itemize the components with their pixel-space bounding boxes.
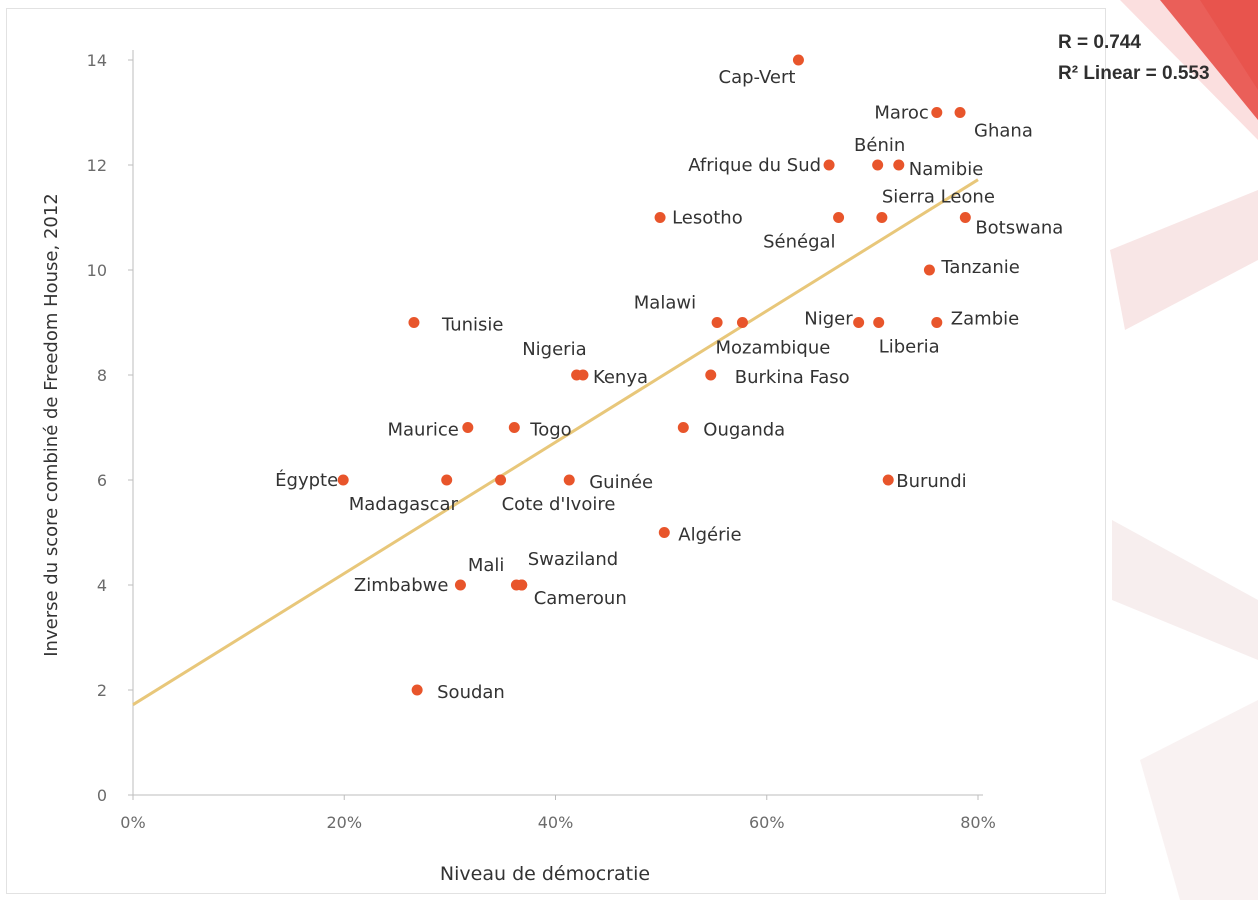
y-tick-label: 2: [97, 681, 107, 700]
point-label: Burkina Faso: [735, 367, 850, 388]
data-point: [823, 159, 835, 171]
data-point: [876, 212, 888, 223]
r-value: R = 0.744: [1058, 32, 1141, 53]
data-point: [677, 422, 689, 433]
x-tick-label: 40%: [538, 813, 574, 832]
y-tick-label: 12: [87, 156, 107, 175]
point-label: Tunisie: [441, 315, 504, 336]
point-label: Cote d'Ivoire: [502, 494, 616, 515]
data-point: [959, 212, 971, 223]
data-point: [792, 54, 804, 66]
data-point: [931, 317, 943, 328]
y-tick-label: 4: [97, 576, 107, 595]
point-label: Mali: [468, 555, 505, 576]
data-point: [658, 527, 670, 538]
data-point: [441, 474, 453, 486]
data-point: [923, 264, 935, 276]
x-tick-label: 0%: [120, 813, 145, 832]
point-label: Nigeria: [522, 339, 586, 360]
point-label: Sénégal: [763, 232, 835, 253]
data-point: [462, 422, 474, 433]
point-label: Tanzanie: [940, 257, 1019, 278]
data-point: [893, 159, 905, 171]
point-label: Namibie: [909, 159, 984, 180]
point-label: Zimbabwe: [354, 575, 449, 596]
y-axis-label: Inverse du score combiné de Freedom Hous…: [41, 193, 62, 657]
y-tick-label: 6: [97, 471, 107, 490]
y-tick-label: 8: [97, 366, 107, 385]
data-point: [408, 317, 420, 328]
point-label: Liberia: [879, 337, 940, 358]
data-point: [516, 579, 528, 591]
data-point: [873, 317, 885, 328]
chart-panel: [6, 8, 1106, 894]
point-label: Bénin: [854, 135, 905, 156]
y-tick-label: 0: [97, 786, 107, 805]
point-label: Algérie: [678, 525, 741, 546]
data-point: [882, 474, 894, 486]
y-tick-label: 14: [87, 51, 107, 70]
point-label: Malawi: [634, 293, 696, 314]
regression-line: [132, 178, 979, 706]
data-point: [337, 474, 349, 486]
point-label: Égypte: [275, 469, 338, 491]
point-label: Lesotho: [672, 208, 743, 229]
point-label: Togo: [529, 420, 571, 441]
r2-value: R² Linear = 0.553: [1058, 63, 1210, 84]
point-label: Mozambique: [715, 338, 830, 359]
data-point: [833, 212, 845, 223]
point-label: Cap-Vert: [719, 67, 796, 88]
point-label: Zambie: [951, 309, 1019, 330]
data-point: [563, 474, 575, 486]
point-label: Sierra Leone: [882, 187, 995, 208]
data-point: [508, 422, 520, 433]
x-tick-label: 80%: [960, 813, 996, 832]
point-label: Ouganda: [703, 420, 785, 441]
x-tick-label: 20%: [326, 813, 362, 832]
point-label: Kenya: [593, 367, 648, 388]
point-label: Maroc: [874, 103, 928, 124]
point-label: Madagascar: [349, 494, 459, 515]
point-label: Botswana: [975, 218, 1063, 239]
data-point: [872, 159, 884, 171]
data-point: [711, 317, 723, 328]
point-label: Maurice: [387, 420, 458, 441]
data-point: [495, 474, 507, 486]
point-label: Guinée: [589, 472, 653, 493]
point-label: Soudan: [437, 682, 505, 703]
y-tick-label: 10: [87, 261, 107, 280]
point-label: Burundi: [896, 471, 966, 492]
data-point: [705, 369, 717, 381]
data-point: [454, 579, 466, 591]
point-label: Cameroun: [534, 588, 627, 609]
data-point: [736, 317, 748, 328]
x-tick-label: 60%: [749, 813, 785, 832]
point-label: Afrique du Sud: [688, 155, 821, 176]
data-point: [654, 212, 666, 223]
data-point: [853, 317, 865, 328]
data-point: [931, 107, 943, 118]
point-label: Niger: [804, 309, 853, 330]
point-label: Ghana: [974, 121, 1033, 142]
point-label: Swaziland: [528, 549, 619, 570]
data-point: [411, 684, 423, 696]
data-point: [577, 369, 589, 381]
x-axis-label: Niveau de démocratie: [440, 863, 650, 885]
data-point: [954, 107, 966, 118]
correlation-stats: R = 0.744 R² Linear = 0.553: [1058, 27, 1210, 89]
